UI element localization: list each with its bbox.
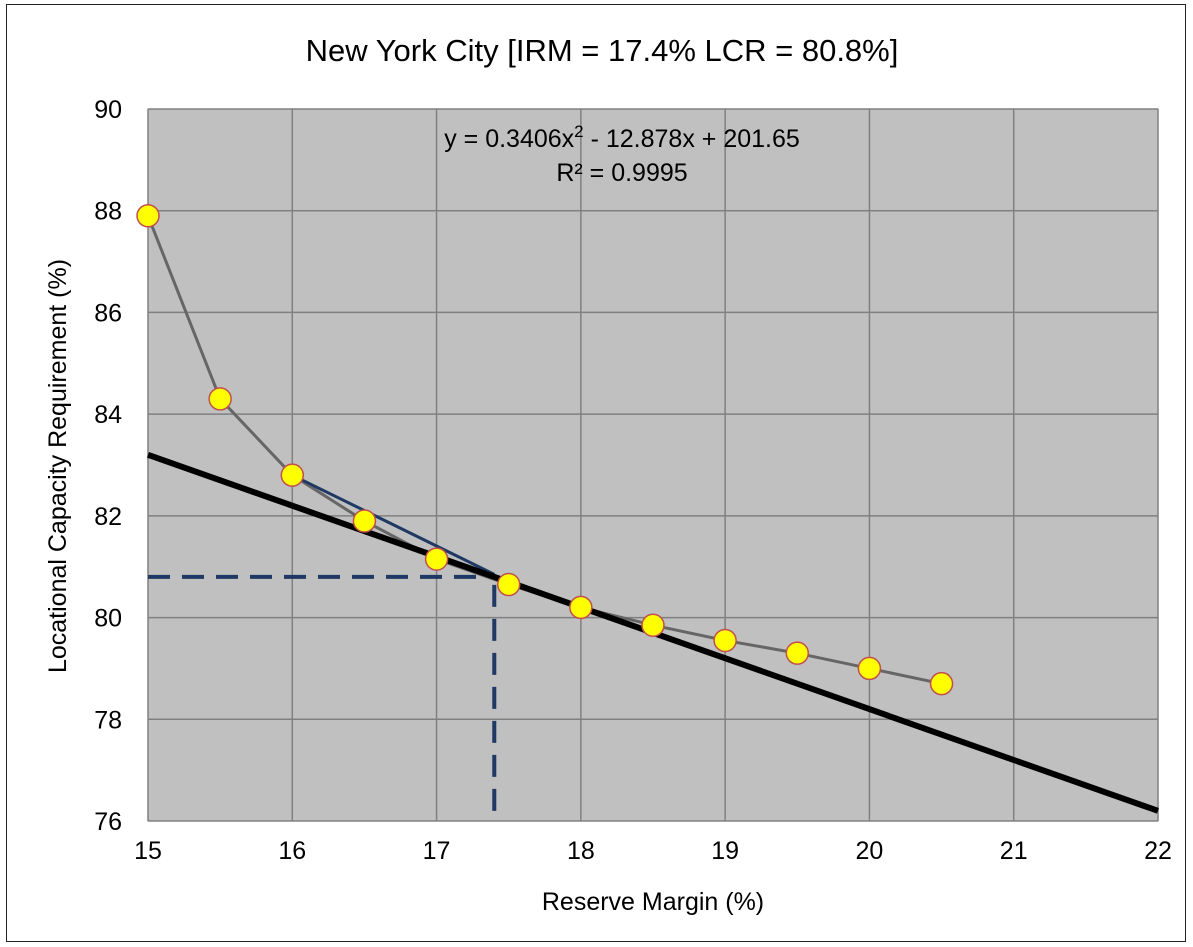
x-tick-label: 16 [278, 837, 306, 865]
data-point [208, 387, 232, 411]
data-point [136, 204, 160, 228]
y-tick-label: 88 [94, 198, 122, 226]
x-tick-label: 22 [1144, 837, 1172, 865]
data-point [569, 595, 593, 620]
data-point [713, 628, 737, 653]
reference-lines [148, 574, 497, 821]
y-tick-label: 80 [94, 605, 122, 633]
data-point [785, 641, 810, 665]
y-tick-label: 90 [94, 96, 122, 124]
plot-area [147, 108, 1159, 822]
x-tick-labels: 15 16 17 18 19 20 21 22 [134, 837, 1172, 865]
fit-equation: y = 0.3406x2 - 12.878x + 201.65 [444, 122, 800, 153]
x-tick-label: 15 [134, 837, 162, 865]
x-tick-label: 19 [711, 837, 739, 865]
x-tick-label: 17 [423, 837, 451, 865]
data-point [641, 613, 665, 637]
plot-background [147, 108, 1159, 822]
data-point [280, 463, 305, 487]
data-point [496, 572, 521, 597]
data-point [857, 656, 882, 681]
y-tick-labels: 76 78 80 82 84 86 88 90 [94, 96, 122, 836]
y-tick-label: 86 [94, 299, 122, 327]
data-point [424, 547, 449, 571]
x-tick-label: 21 [1000, 837, 1028, 865]
fit-segment [291, 473, 495, 576]
x-tick-label: 20 [856, 837, 884, 865]
equation-prefix: y = 0.3406x [444, 125, 574, 153]
x-tick-label: 18 [567, 837, 595, 865]
r-squared-label: R² = 0.9995 [556, 159, 687, 187]
data-point [929, 671, 954, 696]
equation-superscript: 2 [574, 122, 583, 141]
y-tick-label: 78 [94, 706, 122, 734]
data-point [352, 509, 377, 533]
y-tick-label: 82 [94, 503, 122, 531]
y-axis-title: Locational Capacity Requirement (%) [44, 259, 72, 673]
grid-lines [147, 108, 1159, 822]
equation-suffix: - 12.878x + 201.65 [584, 125, 800, 153]
marker-layer [136, 204, 954, 696]
y-tick-label: 84 [94, 401, 122, 429]
x-axis-title: Reserve Margin (%) [542, 888, 764, 916]
y-tick-label: 76 [94, 808, 122, 836]
chart-title: New York City [IRM = 17.4% LCR = 80.8%] [306, 33, 899, 68]
